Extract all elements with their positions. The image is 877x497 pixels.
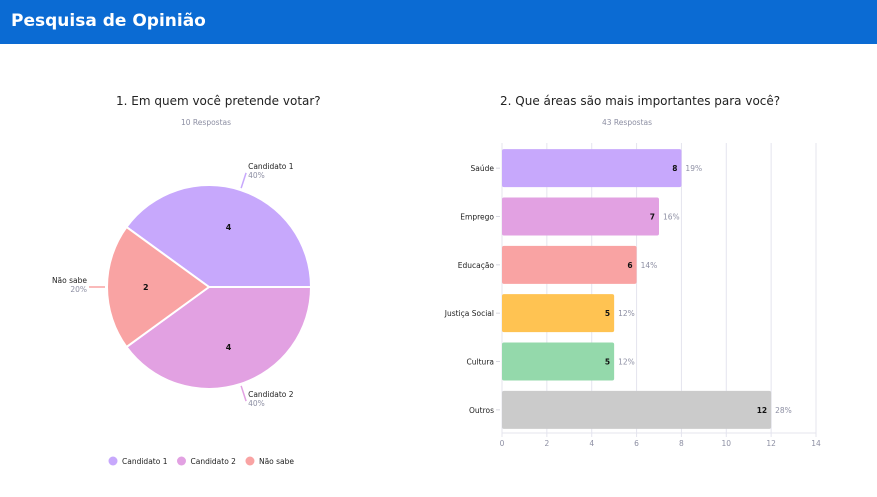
pie-slice-label: Candidato 2 (248, 390, 294, 399)
bar-value-label: 12 (757, 406, 767, 415)
legend-label: Não sabe (259, 457, 294, 466)
pie-slice-candidato-2 (125, 286, 313, 390)
bar-value-label: 6 (627, 261, 632, 270)
bar-value-label: 5 (605, 358, 610, 367)
bar-value-label: 8 (672, 164, 677, 173)
pie-value-label: 4 (226, 343, 232, 352)
bar-cultura (502, 342, 615, 381)
bar-percent-label: 12% (618, 358, 635, 367)
pie-slice-percent: 40% (248, 171, 265, 180)
pie-chart-title: 1. Em quem você pretende votar? (116, 94, 321, 108)
pie-slice-candidato-1 (125, 184, 313, 288)
bar-percent-label: 28% (775, 406, 792, 415)
legend-label: Candidato 1 (122, 457, 168, 466)
pie-slice-percent: 20% (70, 285, 87, 294)
pie-leader-line (240, 385, 247, 402)
bar-emprego (502, 197, 659, 236)
bar-saude (502, 149, 682, 188)
x-tick-label: 8 (679, 439, 684, 448)
legend-swatch-candidato-2 (176, 456, 186, 466)
pie-value-label: 4 (226, 223, 232, 232)
category-label: Justiça Social (444, 309, 494, 318)
pie-slice-label: Não sabe (52, 276, 87, 285)
pie-slice-percent: 40% (248, 399, 265, 408)
x-tick-label: 6 (634, 439, 639, 448)
bar-chart-subtitle: 43 Respostas (602, 118, 653, 127)
bar-percent-label: 19% (685, 164, 702, 173)
pie-slice-n-o-sabe (106, 225, 211, 349)
x-tick-label: 10 (722, 439, 732, 448)
bar-percent-label: 16% (663, 213, 680, 222)
bar-justica-social (502, 294, 615, 333)
bar-educacao (502, 245, 637, 284)
x-tick-label: 4 (589, 439, 594, 448)
app-title: Pesquisa de Opinião (11, 11, 206, 31)
pie-chart-subtitle: 10 Respostas (181, 118, 232, 127)
bar-value-label: 5 (605, 309, 610, 318)
x-tick-label: 12 (766, 439, 776, 448)
pie-value-label: 2 (143, 283, 149, 292)
legend-swatch-n-o-sabe (245, 456, 255, 466)
category-label: Outros (469, 406, 494, 415)
app-header: Pesquisa de Opinião (0, 0, 877, 44)
legend-label: Candidato 2 (190, 457, 236, 466)
pie-leader-line (240, 172, 247, 189)
bar-value-label: 7 (650, 213, 655, 222)
x-tick-label: 14 (811, 439, 821, 448)
category-label: Cultura (467, 358, 494, 367)
bar-outros (502, 390, 772, 429)
category-label: Educação (458, 261, 495, 270)
legend-swatch-candidato-1 (108, 456, 118, 466)
x-tick-label: 0 (500, 439, 505, 448)
bar-percent-label: 14% (641, 261, 658, 270)
bar-chart-title: 2. Que áreas são mais importantes para v… (500, 94, 781, 108)
x-tick-label: 2 (544, 439, 549, 448)
category-label: Saúde (471, 164, 495, 173)
category-label: Emprego (460, 213, 494, 222)
pie-slice-label: Candidato 1 (248, 162, 294, 171)
bar-percent-label: 12% (618, 309, 635, 318)
